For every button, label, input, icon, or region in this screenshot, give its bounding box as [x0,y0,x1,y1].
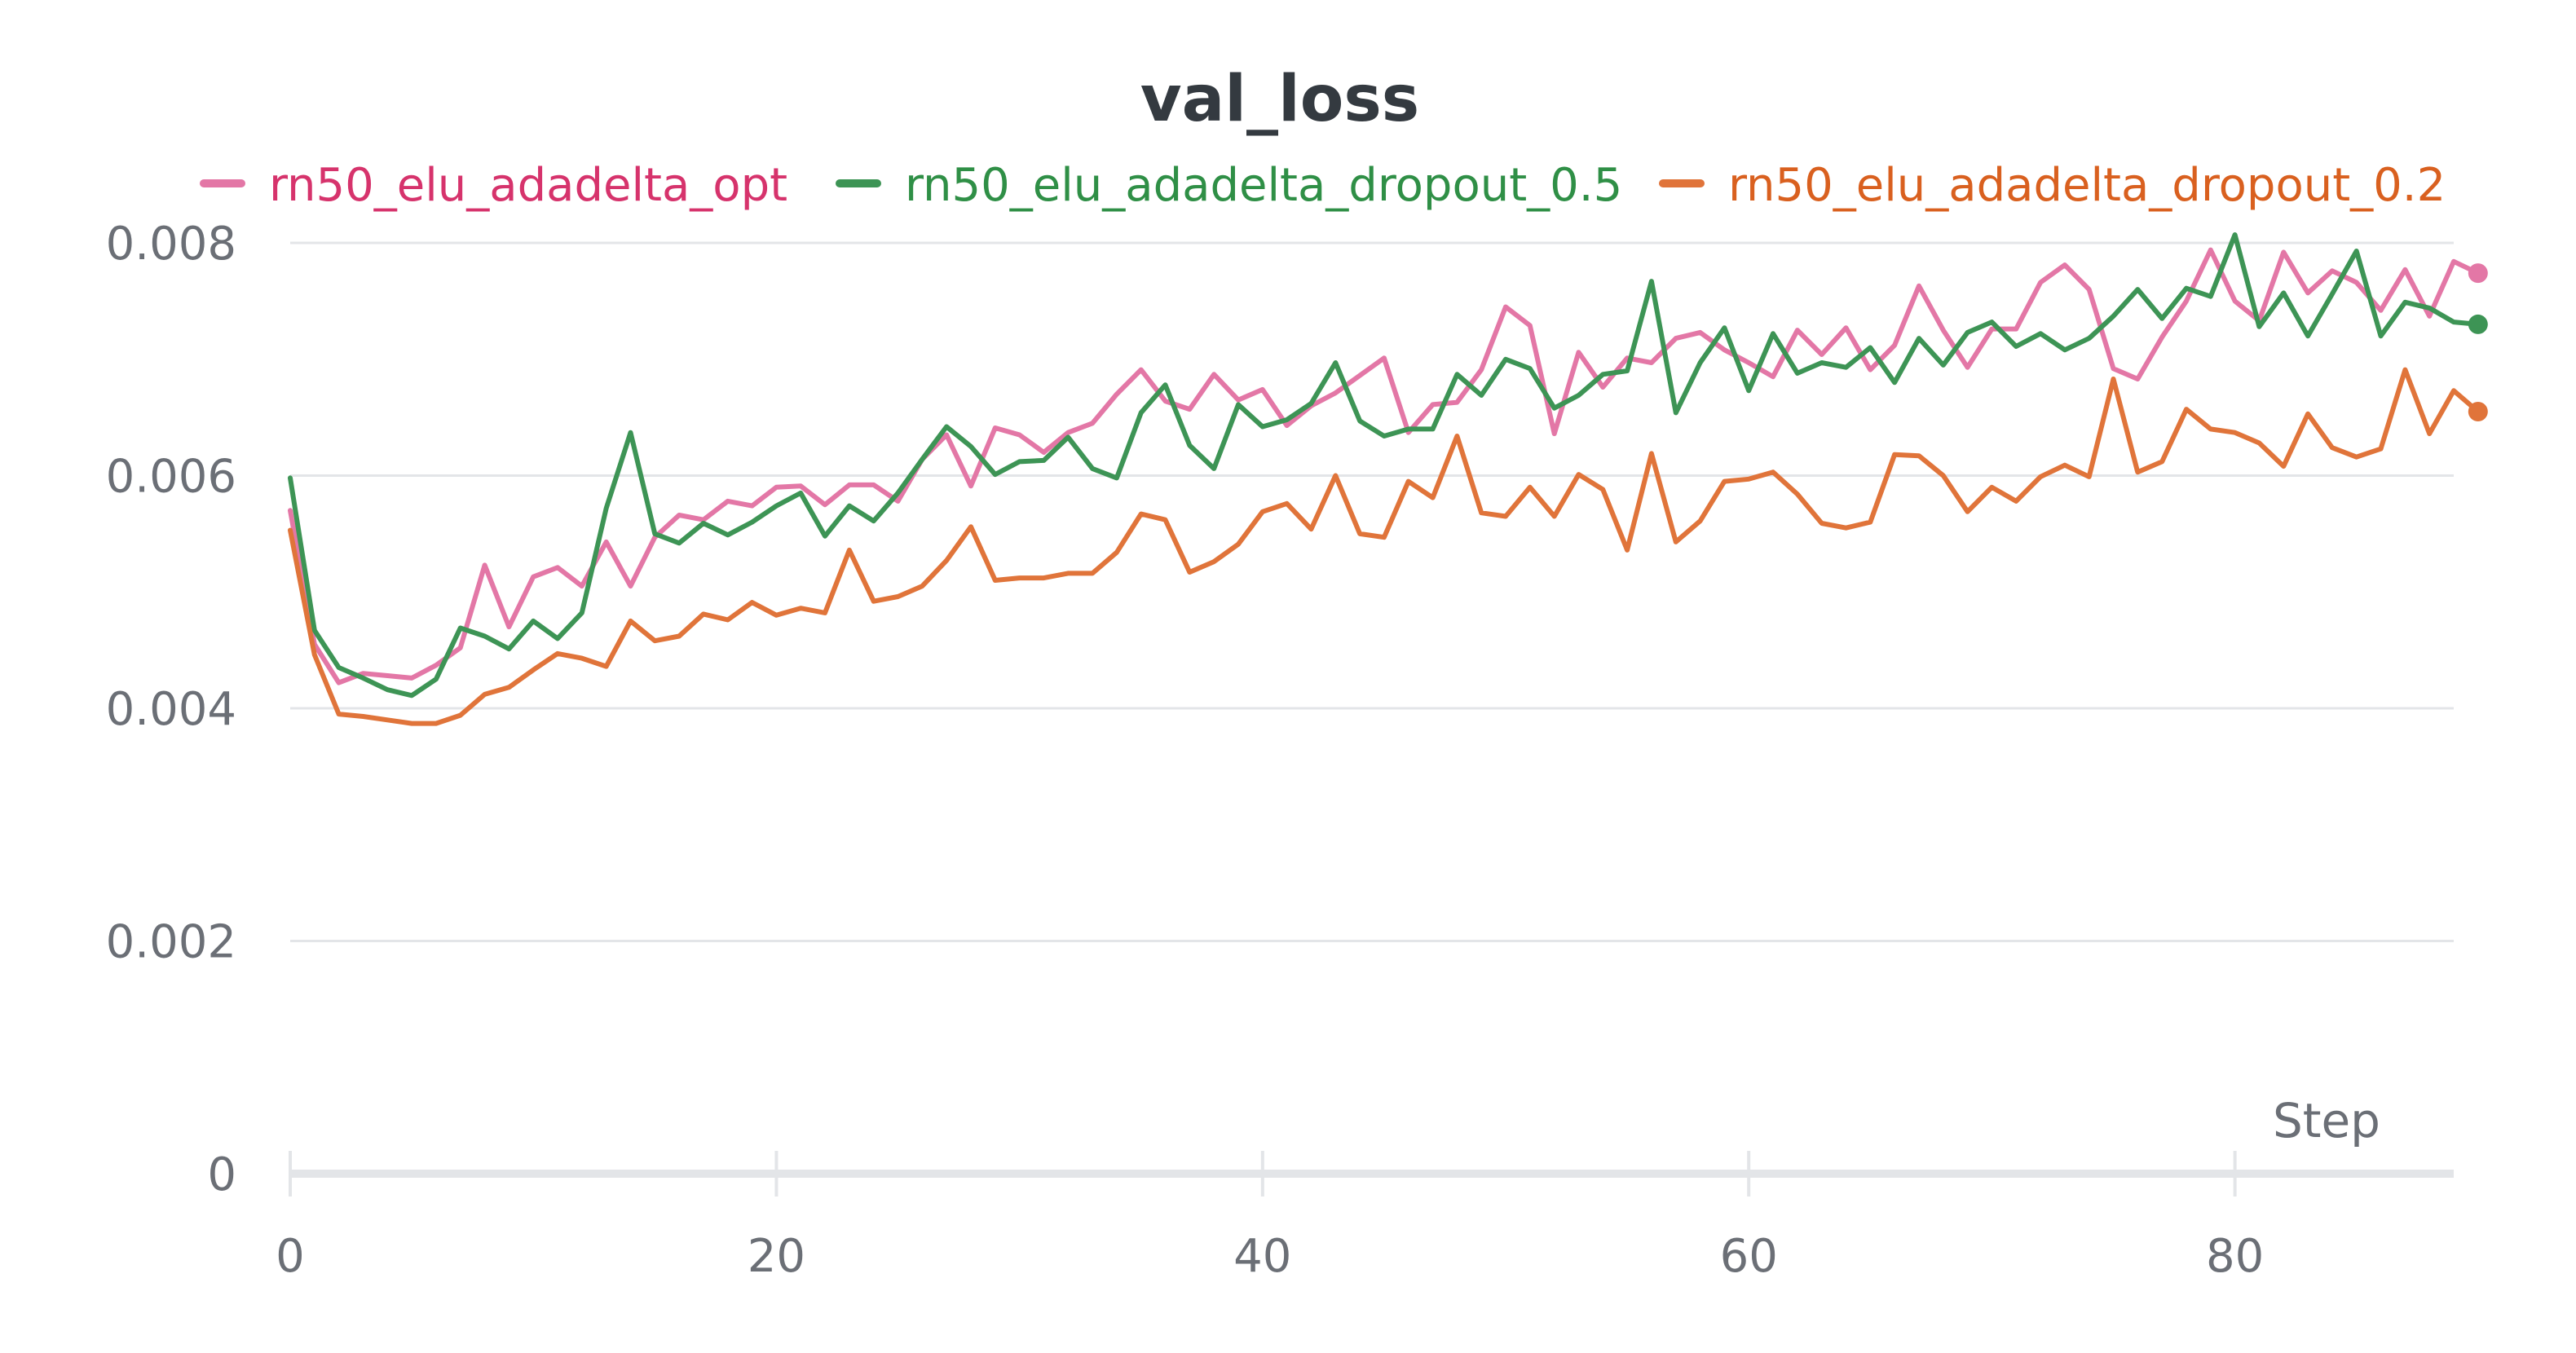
x-tick-label: 20 [748,1230,805,1283]
y-tick-label: 0.002 [106,916,236,969]
series-line [288,367,2481,726]
x-tick-label: 40 [1233,1230,1291,1283]
y-tick-label: 0.006 [106,451,236,504]
series-end-point [2468,263,2488,284]
y-tick-label: 0.008 [106,218,236,271]
y-tick-label: 0 [207,1148,236,1201]
series-end-point [2468,314,2488,334]
series-line [288,232,2481,699]
x-tick-label: 0 [276,1230,305,1283]
series-lines [288,232,2488,726]
y-tick-label: 0.004 [106,683,236,736]
legend-label: rn50_elu_adadelta_dropout_0.5 [905,159,1622,212]
x-tick-label: 60 [1720,1230,1778,1283]
chart-title: val_loss [1140,63,1419,136]
axes: 0 0.002 0.004 0.006 0.008 0 20 40 60 80 [106,218,2454,1283]
series-line [288,247,2481,685]
legend: rn50_elu_adadelta_opt rn50_elu_adadelta_d… [200,159,2446,212]
legend-label: rn50_elu_adadelta_dropout_0.2 [1728,159,2446,212]
x-axis-label: Step [2273,1093,2380,1148]
x-tick-label: 80 [2206,1230,2264,1283]
legend-label: rn50_elu_adadelta_opt [269,159,787,212]
series-end-point [2468,401,2488,421]
gridlines [290,241,2454,942]
